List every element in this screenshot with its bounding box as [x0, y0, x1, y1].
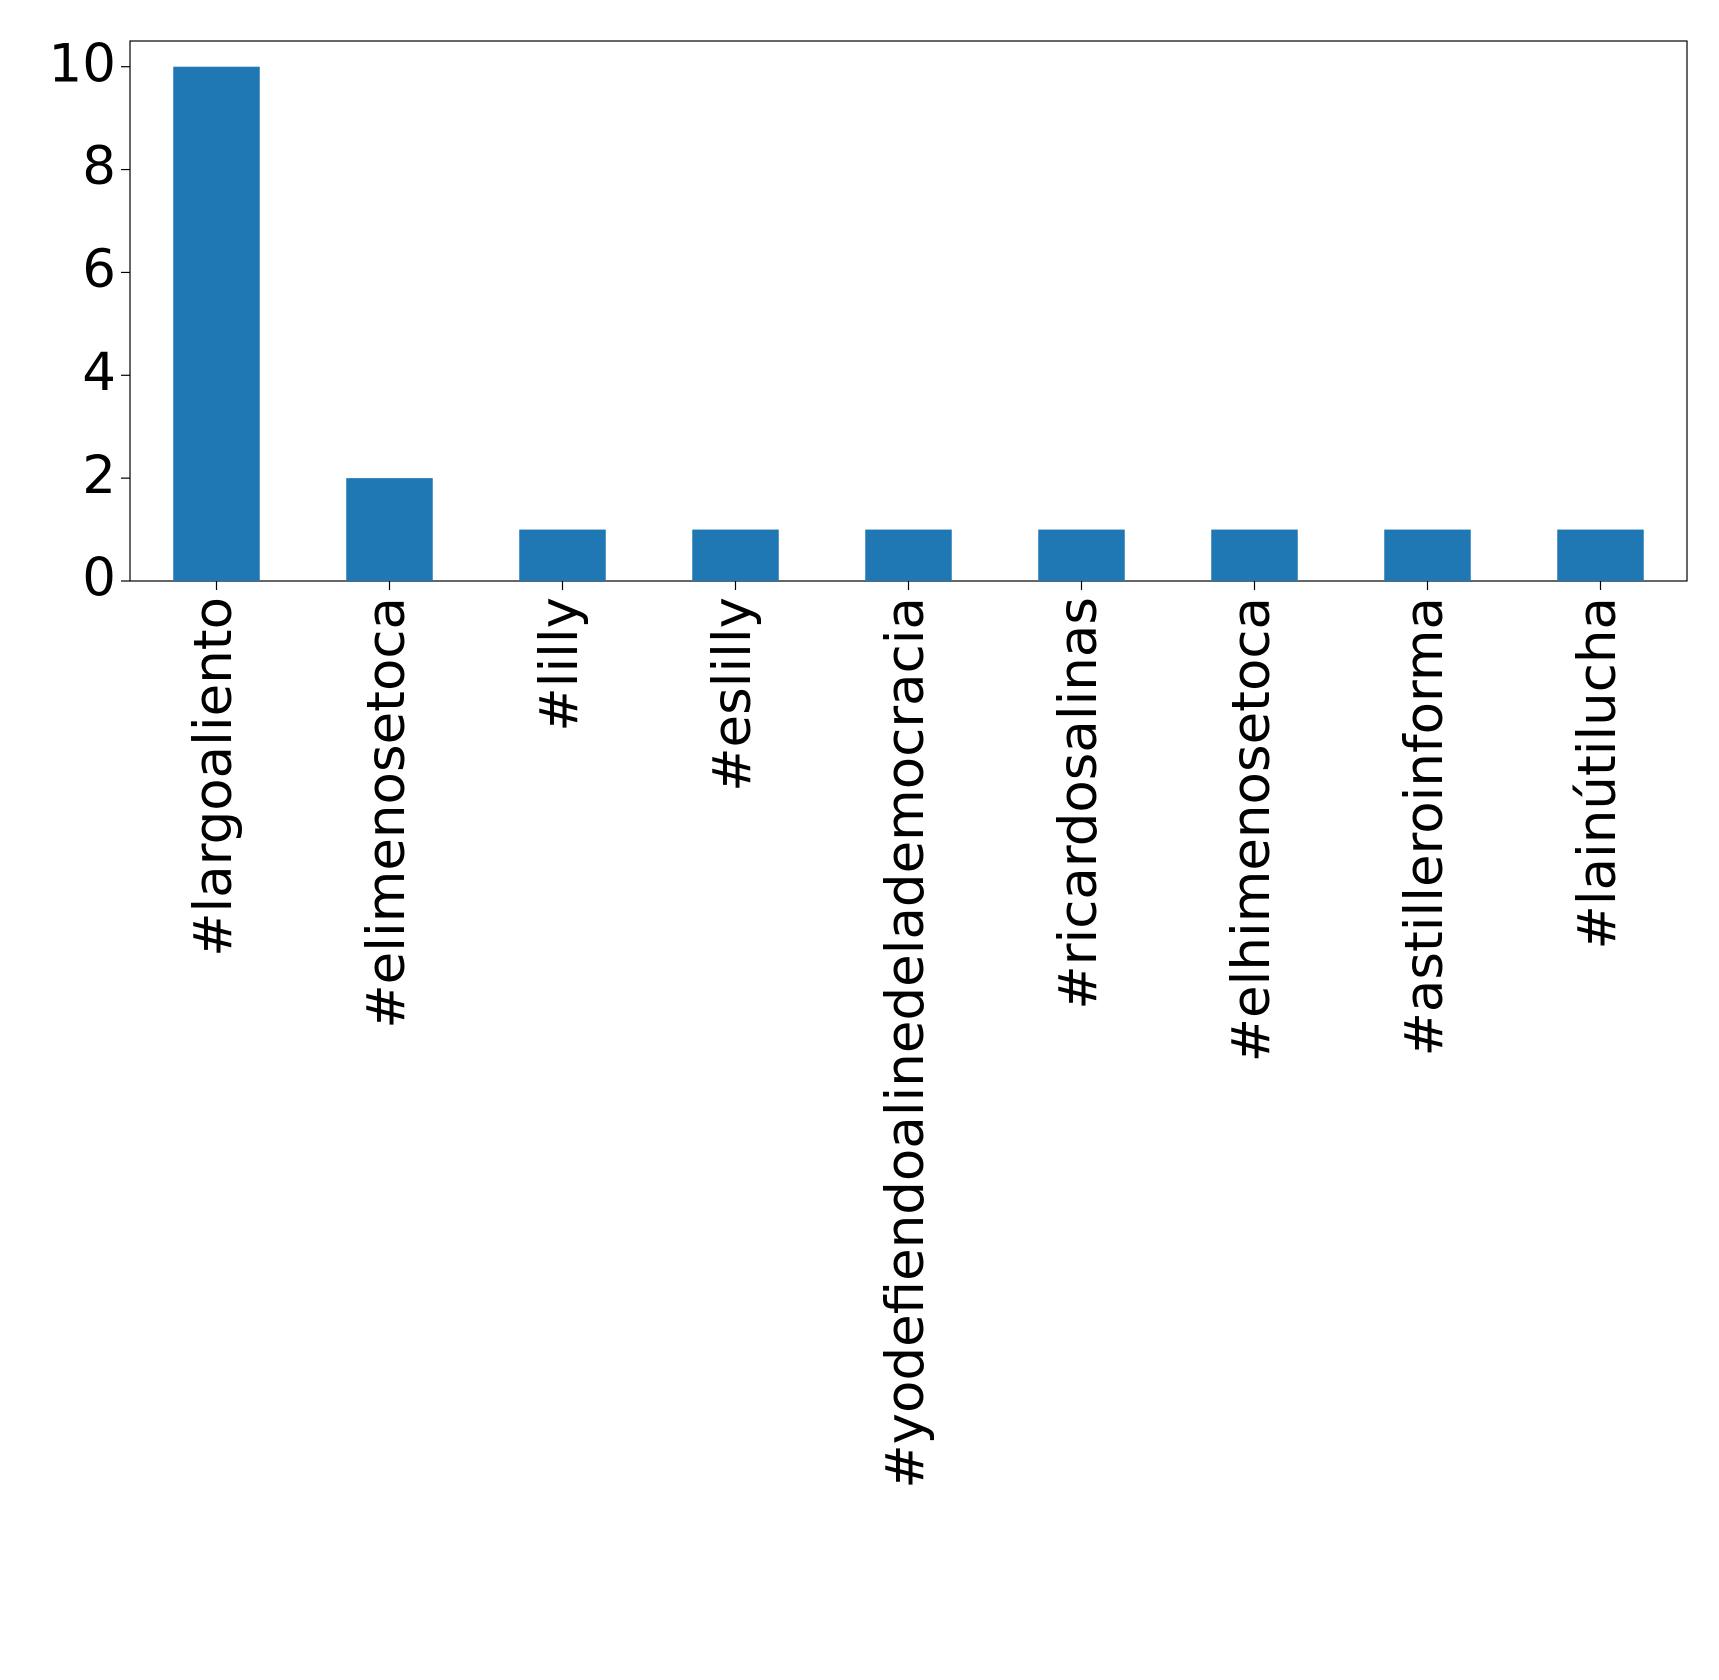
- x-tick-label: #ricardosalinas: [1048, 597, 1109, 1010]
- bar: [1038, 529, 1125, 581]
- bar: [519, 529, 606, 581]
- bar: [346, 478, 433, 581]
- x-tick-label: #elimenosetoca: [356, 597, 417, 1029]
- y-tick-label: 0: [82, 548, 116, 609]
- x-tick-label: #lilly: [529, 597, 590, 732]
- y-tick-label: 2: [82, 445, 116, 506]
- bar: [1557, 529, 1644, 581]
- x-tick-label: #largoaliento: [183, 597, 244, 957]
- x-tick-label: #elhimenosetoca: [1221, 597, 1282, 1062]
- y-tick-label: 4: [82, 342, 116, 403]
- y-tick-label: 10: [49, 33, 116, 94]
- bar: [1211, 529, 1298, 581]
- y-tick-label: 6: [82, 239, 116, 300]
- x-tick-label: #eslilly: [702, 597, 763, 792]
- y-tick-label: 8: [82, 136, 116, 197]
- x-tick-label: #yodefiendoalinedelademocracia: [875, 597, 936, 1489]
- x-tick-label: #lainútilucha: [1567, 597, 1628, 950]
- x-tick-label: #astilleroinforma: [1394, 597, 1455, 1056]
- bar: [692, 529, 779, 581]
- bar: [173, 66, 260, 581]
- bar: [1384, 529, 1471, 581]
- bar: [865, 529, 952, 581]
